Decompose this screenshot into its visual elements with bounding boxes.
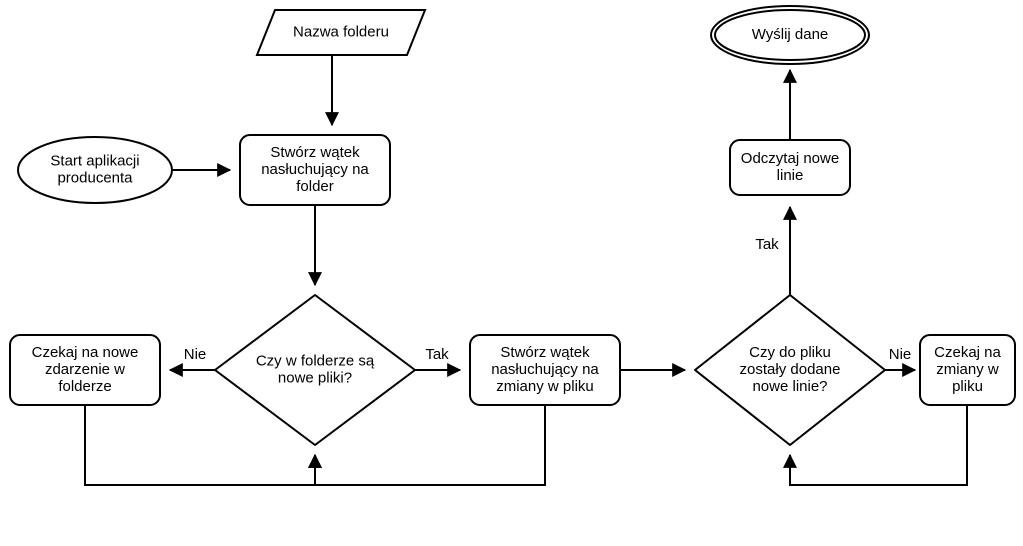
edge-label-new_files_q-create_file_thread: Tak [425, 346, 449, 363]
edge-label-new_lines_q-read_lines: Tak [755, 236, 779, 253]
edges-layer: Nie Tak Nie Tak [85, 55, 967, 485]
node-folder_name-label: Nazwa folderu [293, 23, 389, 40]
node-send_data-label: Wyślij dane [752, 26, 829, 43]
edge-label-new_files_q-wait_folder: Nie [184, 346, 207, 363]
edge-label-new_lines_q-wait_file: Nie [889, 346, 912, 363]
nodes-layer: Start aplikacjiproducenta Nazwa folderu St… [10, 6, 1015, 445]
node-new_lines_q-label: Czy do plikuzostały dodanenowe linie? [740, 344, 841, 395]
node-start-label: Start aplikacjiproducenta [50, 152, 139, 186]
node-create_file_thread-label: Stwórz wąteknasłuchujący nazmiany w plik… [491, 344, 599, 395]
